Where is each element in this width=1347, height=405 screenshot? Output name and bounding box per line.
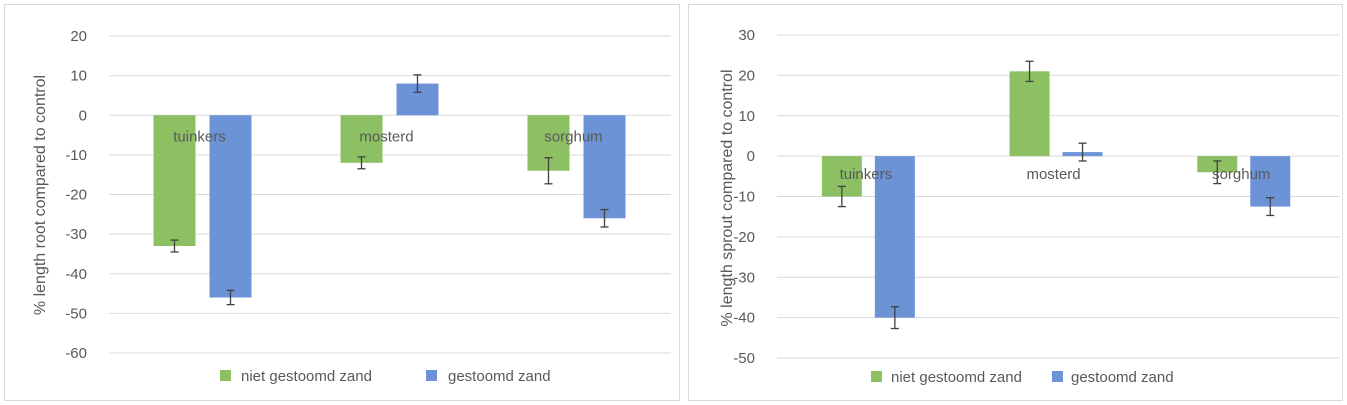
bar — [583, 115, 626, 219]
y-tick-label: -10 — [65, 147, 87, 164]
category-label: tuinkers — [840, 166, 893, 183]
bar — [1009, 71, 1050, 157]
y-axis-label: % length root compared to control — [32, 75, 49, 315]
chart-sprout-length-svg: 30 20 10 0 -10 -20 -30 -40 -50 % length sprout co… — [719, 27, 1340, 386]
chart-sprout-length: 30 20 10 0 -10 -20 -30 -40 -50 % length sprout co… — [688, 4, 1343, 401]
y-tick-label: 20 — [738, 67, 755, 84]
y-tick-label: -40 — [65, 266, 87, 283]
y-tick-label: -10 — [733, 189, 755, 206]
y-tick-label: 20 — [70, 28, 87, 45]
y-axis-label: % length sprout compared to control — [719, 69, 736, 326]
y-tick-label: 30 — [738, 27, 755, 44]
legend-swatch — [426, 370, 437, 381]
y-tick-label: -60 — [65, 345, 87, 362]
legend-label: gestoomd zand — [1071, 369, 1174, 386]
bar — [153, 115, 196, 247]
category-label: sorghum — [544, 128, 602, 145]
legend-label: niet gestoomd zand — [241, 368, 372, 385]
bar — [340, 115, 383, 163]
y-tick-label: 0 — [747, 148, 755, 165]
y-tick-label: 10 — [70, 68, 87, 85]
bar — [209, 115, 252, 298]
category-label: mosterd — [1026, 166, 1080, 183]
chart-root-length-svg: 20 10 0 -10 -20 -30 -40 -50 -60 % length root com… — [32, 28, 671, 385]
category-label: tuinkers — [173, 128, 226, 145]
y-tick-label: -30 — [733, 269, 755, 286]
y-tick-label: -40 — [733, 310, 755, 327]
bar — [874, 156, 915, 318]
legend-swatch — [220, 370, 231, 381]
chart-root-length: 20 10 0 -10 -20 -30 -40 -50 -60 % length root com… — [4, 4, 680, 401]
category-label: mosterd — [359, 128, 413, 145]
legend-label: gestoomd zand — [448, 368, 551, 385]
legend-swatch — [871, 371, 882, 382]
legend-swatch — [1052, 371, 1063, 382]
y-tick-label: -50 — [65, 305, 87, 322]
y-tick-label: 0 — [79, 107, 87, 124]
legend-label: niet gestoomd zand — [891, 369, 1022, 386]
y-tick-label: -50 — [733, 350, 755, 367]
y-tick-label: -30 — [65, 226, 87, 243]
y-tick-label: -20 — [65, 187, 87, 204]
category-label: sorghum — [1212, 166, 1270, 183]
y-tick-label: -20 — [733, 229, 755, 246]
y-tick-label: 10 — [738, 108, 755, 125]
